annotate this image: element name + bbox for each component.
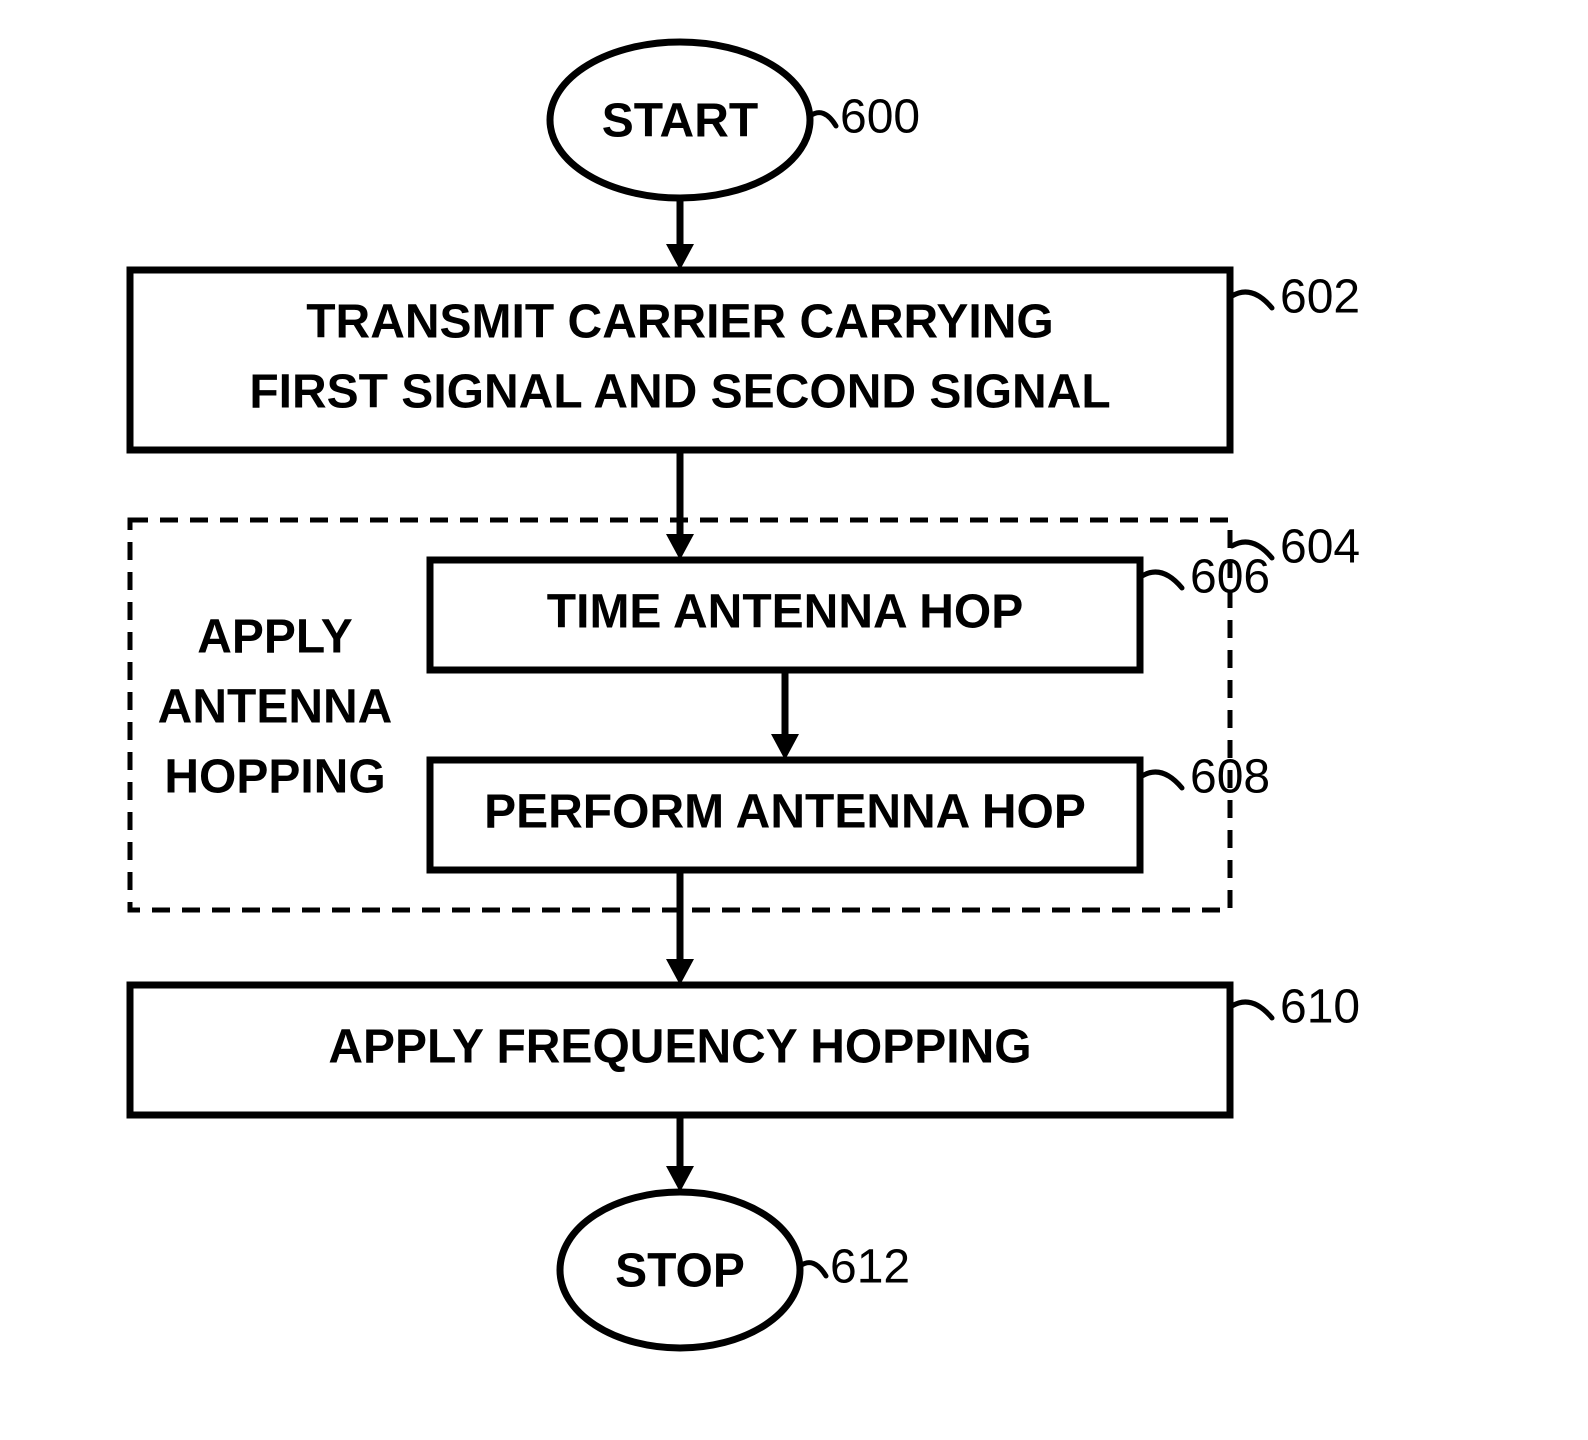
step2b-line-0: PERFORM ANTENNA HOP: [484, 786, 1086, 839]
node-step2a: TIME ANTENNA HOP: [430, 560, 1140, 670]
svg-text:608: 608: [1190, 751, 1270, 804]
step1-line-0: TRANSMIT CARRIER CARRYING: [306, 296, 1054, 349]
svg-text:610: 610: [1280, 981, 1360, 1034]
svg-text:604: 604: [1280, 521, 1360, 574]
svg-text:602: 602: [1280, 271, 1360, 324]
stop-label: STOP: [615, 1245, 745, 1298]
node-step3: APPLY FREQUENCY HOPPING: [130, 985, 1230, 1115]
step2a-line-0: TIME ANTENNA HOP: [547, 586, 1023, 639]
node-step2b: PERFORM ANTENNA HOP: [430, 760, 1140, 870]
svg-text:600: 600: [840, 91, 920, 144]
svg-text:606: 606: [1190, 551, 1270, 604]
node-start: START: [550, 42, 810, 198]
step3-line-0: APPLY FREQUENCY HOPPING: [328, 1021, 1031, 1074]
group-sideline-0: APPLY: [197, 611, 353, 664]
node-group: APPLY ANTENNA HOPPING: [130, 520, 1230, 910]
group-sideline-1: ANTENNA: [158, 681, 393, 734]
start-label: START: [602, 95, 758, 148]
node-step1: TRANSMIT CARRIER CARRYING FIRST SIGNAL AN…: [130, 270, 1230, 450]
svg-text:612: 612: [830, 1241, 910, 1294]
group-sideline-2: HOPPING: [164, 751, 385, 804]
node-stop: STOP: [560, 1192, 800, 1348]
step1-line-1: FIRST SIGNAL AND SECOND SIGNAL: [249, 366, 1110, 419]
